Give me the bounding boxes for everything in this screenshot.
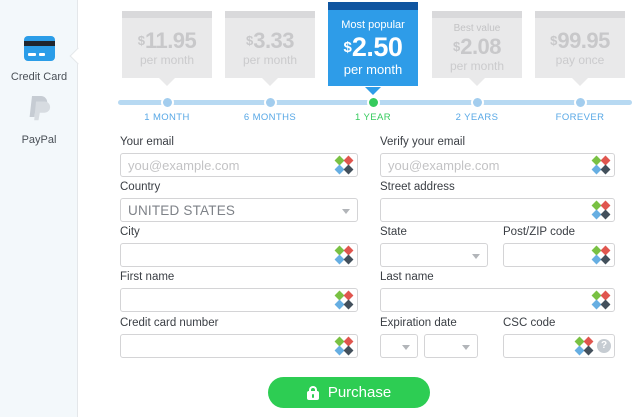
purchase-button-label: Purchase xyxy=(327,384,392,401)
country-value: UNITED STATES xyxy=(128,203,236,218)
plan-period: pay once xyxy=(555,53,605,68)
payment-method-paypal[interactable]: PayPal xyxy=(0,94,78,146)
autofill-diamonds-icon[interactable] xyxy=(334,155,354,175)
duration-dot-1-month[interactable] xyxy=(161,96,174,109)
lock-icon xyxy=(306,385,319,400)
street-address-label: Street address xyxy=(380,181,455,193)
plan-period: per month xyxy=(449,59,505,74)
plan-box-6-months[interactable]: $3.33 per month xyxy=(225,11,315,86)
email-input[interactable] xyxy=(120,153,358,177)
plan-price: $99.95 xyxy=(550,27,610,53)
autofill-diamonds-icon[interactable] xyxy=(591,200,611,220)
first-name-input[interactable] xyxy=(120,288,358,312)
plan-box-forever[interactable]: $99.95 pay once xyxy=(535,11,625,86)
plan-period: per month xyxy=(343,62,403,78)
credit-card-icon xyxy=(23,36,55,61)
duration-label-6-months[interactable]: 6 MONTHS xyxy=(243,112,297,123)
zip-label: Post/ZIP code xyxy=(503,226,576,238)
csc-help-icon[interactable]: ? xyxy=(597,339,611,353)
autofill-diamonds-icon[interactable] xyxy=(334,336,354,356)
paypal-label: PayPal xyxy=(21,134,57,146)
duration-label-forever[interactable]: FOREVER xyxy=(555,112,605,123)
last-name-input[interactable] xyxy=(380,288,615,312)
state-select[interactable] xyxy=(380,243,488,267)
autofill-diamonds-icon[interactable] xyxy=(591,245,611,265)
plan-price: $2.50 xyxy=(343,31,403,62)
payment-method-credit-card[interactable]: Credit Card xyxy=(0,36,78,83)
plan-box-1-year-selected[interactable]: Most popular $2.50 per month xyxy=(328,2,418,95)
chevron-down-icon xyxy=(462,345,470,350)
card-number-label: Credit card number xyxy=(120,317,219,329)
email-label: Your email xyxy=(120,136,174,148)
duration-label-1-month[interactable]: 1 MONTH xyxy=(144,112,190,123)
country-select[interactable]: UNITED STATES xyxy=(120,198,358,222)
plan-price: $3.33 xyxy=(245,27,295,53)
city-input[interactable] xyxy=(120,243,358,267)
autofill-diamonds-icon[interactable] xyxy=(591,155,611,175)
verify-email-label: Verify your email xyxy=(380,136,466,148)
city-label: City xyxy=(120,226,140,238)
payment-method-sidebar: Credit Card PayPal xyxy=(0,0,78,417)
first-name-label: First name xyxy=(120,271,175,283)
duration-label-2-years[interactable]: 2 YEARS xyxy=(455,112,499,123)
duration-dot-forever[interactable] xyxy=(574,96,587,109)
expiration-label: Expiration date xyxy=(380,317,457,329)
expiration-year-select[interactable] xyxy=(424,334,478,358)
autofill-diamonds-icon[interactable] xyxy=(574,336,594,356)
plan-price: $11.95 xyxy=(137,27,197,53)
csc-label: CSC code xyxy=(503,317,556,329)
street-address-input[interactable] xyxy=(380,198,615,222)
duration-dot-6-months[interactable] xyxy=(264,96,277,109)
duration-label-1-year[interactable]: 1 YEAR xyxy=(354,112,392,123)
chevron-down-icon xyxy=(402,345,410,350)
verify-email-input[interactable] xyxy=(380,153,615,177)
plan-box-2-years[interactable]: Best value $2.08 per month xyxy=(432,11,522,86)
chevron-down-icon xyxy=(342,209,350,214)
autofill-diamonds-icon[interactable] xyxy=(334,290,354,310)
autofill-diamonds-icon[interactable] xyxy=(334,245,354,265)
plan-badge-best-value: Best value xyxy=(453,22,501,34)
csc-input[interactable] xyxy=(503,334,615,358)
expiration-month-select[interactable] xyxy=(380,334,418,358)
purchase-button[interactable]: Purchase xyxy=(268,377,430,408)
autofill-diamonds-icon[interactable] xyxy=(591,290,611,310)
duration-dot-2-years[interactable] xyxy=(471,96,484,109)
paypal-icon xyxy=(25,94,53,124)
plan-period: per month xyxy=(139,53,195,68)
card-number-input[interactable] xyxy=(120,334,358,358)
plan-price: $2.08 xyxy=(452,33,502,59)
duration-dot-1-year-selected[interactable] xyxy=(367,96,380,109)
country-label: Country xyxy=(120,181,161,193)
chevron-down-icon xyxy=(472,254,480,259)
state-label: State xyxy=(380,226,407,238)
plan-period: per month xyxy=(242,53,298,68)
last-name-label: Last name xyxy=(380,271,434,283)
credit-card-label: Credit Card xyxy=(10,71,68,83)
plan-badge-most-popular: Most popular xyxy=(341,18,405,31)
plan-box-1-month[interactable]: $11.95 per month xyxy=(122,11,212,86)
